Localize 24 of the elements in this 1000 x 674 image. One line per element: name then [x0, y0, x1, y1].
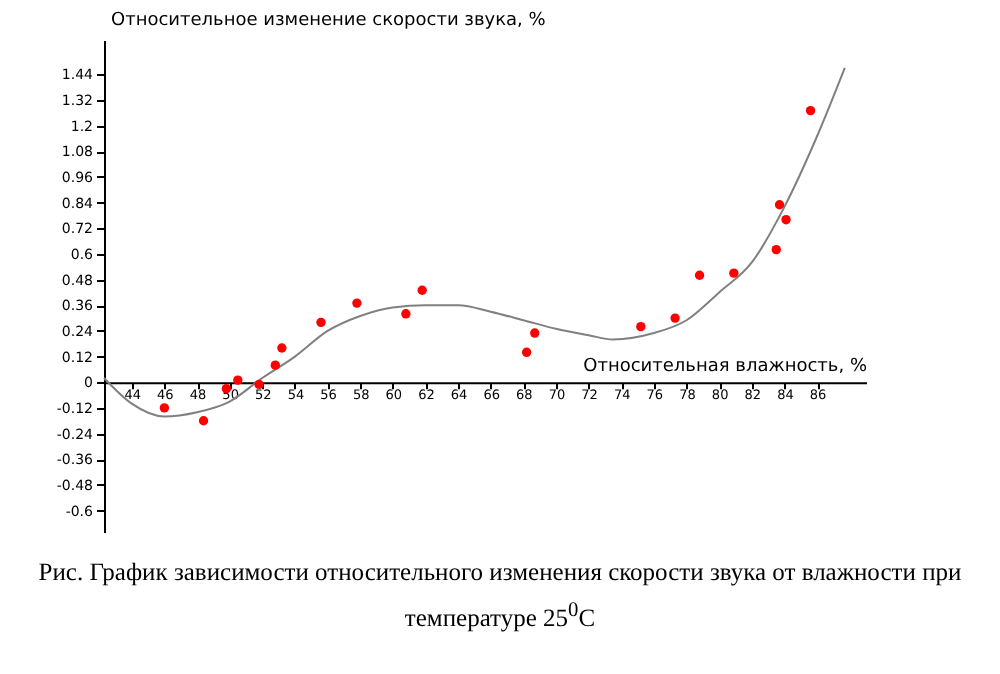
point — [521, 347, 532, 357]
point — [352, 298, 362, 308]
point — [233, 375, 243, 385]
text: Рис. График зависимости относительного изменения скорости звука от влажности при температуре 25$^{0}$C — [36, 556, 964, 637]
point — [530, 328, 540, 338]
point — [670, 313, 680, 323]
point — [159, 403, 170, 413]
y-axis-title: Относительное изменение скорости звука, % — [111, 11, 547, 31]
x-axis-title: Относительная влажность, % — [583, 357, 868, 378]
point — [771, 244, 781, 255]
point — [417, 285, 427, 295]
point — [694, 270, 705, 280]
line-series — [103, 66, 846, 418]
point — [254, 379, 264, 390]
point — [636, 321, 646, 332]
point — [774, 200, 785, 210]
point — [781, 215, 791, 225]
point — [729, 268, 739, 278]
point — [401, 309, 411, 319]
point — [198, 416, 209, 426]
point — [277, 343, 287, 353]
point — [270, 360, 281, 370]
point — [805, 105, 816, 116]
point — [316, 317, 326, 328]
